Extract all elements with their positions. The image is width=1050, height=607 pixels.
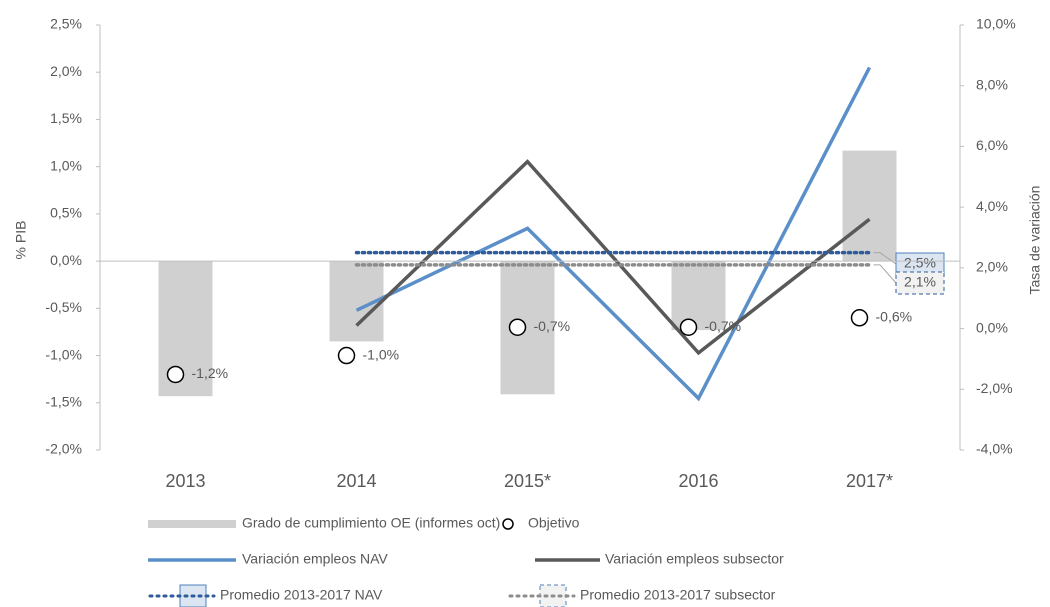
point	[679, 318, 698, 336]
y-tick-label: 2,5%	[50, 16, 82, 32]
legend-label: Objetivo	[528, 515, 580, 531]
leader-line	[873, 252, 897, 265]
legend-swatch	[502, 518, 514, 530]
y-axis-label: % PIB	[13, 221, 29, 260]
data-label: -0,7%	[534, 318, 571, 334]
y-tick-label: 1,5%	[50, 110, 82, 126]
legend-label: Variación empleos NAV	[242, 551, 388, 567]
legend-label: Variación empleos subsector	[605, 551, 784, 567]
line	[355, 159, 871, 356]
y2-tick-label: -2,0%	[976, 380, 1013, 396]
y-tick-label: -1,5%	[45, 393, 82, 409]
y-tick-label: -0,5%	[45, 299, 82, 315]
x-tick-label: 2013	[165, 471, 205, 491]
data-label: -0,6%	[876, 308, 913, 324]
data-label: 2,1%	[904, 274, 936, 290]
y-tick-label: -1,0%	[45, 346, 82, 362]
label-box	[895, 271, 945, 295]
y2-tick-label: 0,0%	[976, 319, 1008, 335]
x-tick-label: 2014	[336, 471, 376, 491]
y-tick-label: 0,5%	[50, 205, 82, 221]
y2-tick-label: 2,0%	[976, 259, 1008, 275]
y2-axis-label: Tasa de variación	[1027, 186, 1043, 295]
legend-label: Grado de cumplimiento OE (informes oct)	[242, 515, 500, 531]
line	[355, 66, 872, 402]
x-tick-label: 2015*	[504, 471, 551, 491]
point	[508, 318, 527, 336]
point	[166, 365, 185, 384]
data-label: -0,7%	[705, 318, 742, 334]
x-tick-label: 2016	[678, 471, 718, 491]
y-tick-label: 1,0%	[50, 157, 82, 173]
y2-tick-label: 6,0%	[976, 137, 1008, 153]
y2-tick-label: -4,0%	[976, 441, 1013, 457]
bar	[842, 150, 897, 262]
data-label: 2,5%	[904, 255, 936, 271]
y-tick-label: 0,0%	[50, 252, 82, 268]
point	[850, 309, 869, 327]
y-tick-label: 2,0%	[50, 63, 82, 79]
data-label: -1,0%	[363, 346, 400, 362]
legend-label: Promedio 2013-2017 subsector	[580, 587, 776, 603]
legend-swatch	[148, 520, 236, 528]
y2-tick-label: 4,0%	[976, 198, 1008, 214]
data-label: -1,2%	[192, 365, 229, 381]
leader-line	[873, 264, 897, 284]
y2-tick-label: 8,0%	[976, 76, 1008, 92]
point	[337, 346, 356, 365]
bar	[671, 261, 726, 331]
y2-tick-label: 10,0%	[976, 16, 1016, 32]
y-tick-label: -2,0%	[45, 441, 82, 457]
x-tick-label: 2017*	[846, 471, 893, 491]
legend-label: Promedio 2013-2017 NAV	[220, 587, 383, 603]
